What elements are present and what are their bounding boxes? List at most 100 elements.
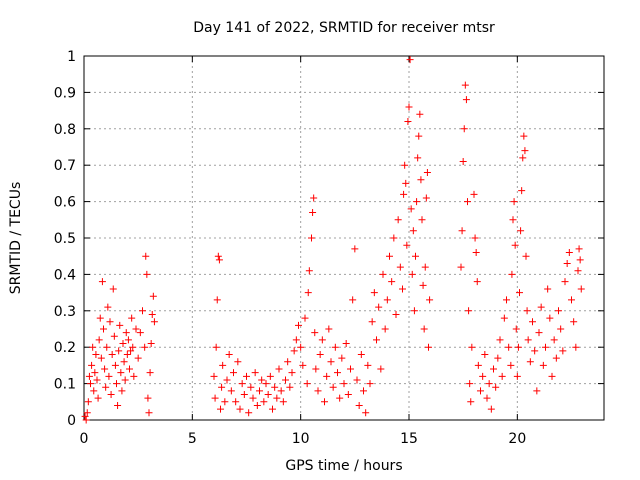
data-point xyxy=(238,380,246,388)
data-point xyxy=(471,234,479,242)
data-point xyxy=(521,147,529,155)
data-point xyxy=(312,365,320,373)
data-point xyxy=(245,409,253,417)
data-point xyxy=(347,365,354,373)
data-point xyxy=(544,285,552,293)
data-point xyxy=(364,361,372,369)
data-point xyxy=(227,387,235,395)
y-tick-label: 0.2 xyxy=(54,340,76,356)
data-point xyxy=(94,394,102,402)
data-point xyxy=(142,252,150,260)
data-point xyxy=(119,340,127,348)
data-point xyxy=(115,347,123,355)
data-point xyxy=(311,329,319,337)
data-point xyxy=(260,398,268,406)
data-point xyxy=(247,383,255,391)
y-tick-label: 0.8 xyxy=(54,122,76,138)
data-point xyxy=(459,158,467,166)
data-point xyxy=(258,376,266,384)
x-tick-label: 0 xyxy=(80,431,89,447)
chart-title: Day 141 of 2022, SRMTID for receiver mts… xyxy=(193,20,495,36)
x-axis-title: GPS time / hours xyxy=(285,458,402,474)
data-point xyxy=(353,376,361,384)
data-point xyxy=(288,369,296,377)
data-point xyxy=(516,289,523,297)
data-point xyxy=(517,227,525,235)
data-point xyxy=(457,263,465,271)
data-point xyxy=(402,179,410,187)
data-point xyxy=(552,354,560,362)
data-point xyxy=(509,216,517,224)
data-point xyxy=(128,314,136,322)
data-point xyxy=(421,263,429,271)
data-point xyxy=(232,398,240,406)
data-point xyxy=(225,350,233,358)
data-point xyxy=(221,398,229,406)
data-point xyxy=(304,289,312,297)
data-point xyxy=(546,314,554,322)
data-point xyxy=(462,96,470,104)
data-point xyxy=(253,401,261,409)
data-point xyxy=(410,307,418,315)
data-point xyxy=(413,198,421,206)
data-point xyxy=(277,387,285,395)
data-point xyxy=(107,391,115,399)
data-point xyxy=(124,336,132,344)
data-point xyxy=(111,361,119,369)
data-point xyxy=(406,56,414,64)
data-point xyxy=(496,336,504,344)
y-tick-label: 0.5 xyxy=(54,231,76,247)
data-point xyxy=(98,278,106,286)
data-point xyxy=(344,391,352,399)
data-point xyxy=(494,354,502,362)
y-tick-label: 0.1 xyxy=(54,377,76,393)
data-point xyxy=(370,289,378,297)
data-point xyxy=(143,270,151,278)
data-point xyxy=(533,387,541,395)
data-point xyxy=(408,270,416,278)
data-point xyxy=(425,343,432,351)
data-point xyxy=(243,372,250,380)
data-point xyxy=(264,391,272,399)
data-point xyxy=(522,252,530,260)
data-point xyxy=(368,318,376,326)
data-point xyxy=(301,314,309,322)
data-point xyxy=(401,161,409,169)
data-point xyxy=(126,365,133,373)
data-point xyxy=(117,369,125,377)
data-point xyxy=(230,369,237,377)
data-point xyxy=(96,314,104,322)
data-point xyxy=(377,365,385,373)
data-point xyxy=(129,343,137,351)
data-point xyxy=(479,372,487,380)
data-point xyxy=(505,343,513,351)
data-point xyxy=(523,307,531,315)
data-point xyxy=(299,361,307,369)
data-point xyxy=(362,409,370,417)
data-point xyxy=(383,296,391,304)
data-point xyxy=(210,372,218,380)
y-tick-label: 0.3 xyxy=(54,304,76,320)
data-point xyxy=(474,361,482,369)
data-point xyxy=(114,401,122,409)
data-point xyxy=(95,336,103,344)
data-point xyxy=(251,369,259,377)
data-point xyxy=(360,387,367,395)
data-point xyxy=(518,187,526,195)
data-point xyxy=(555,307,562,315)
data-point xyxy=(422,194,430,202)
data-point xyxy=(420,325,428,333)
data-point xyxy=(417,176,425,184)
data-point xyxy=(139,307,146,315)
data-point xyxy=(121,376,129,384)
data-point xyxy=(466,380,474,388)
data-point xyxy=(219,361,227,369)
data-point xyxy=(85,372,93,380)
data-point xyxy=(329,383,337,391)
data-point xyxy=(275,365,283,373)
data-point xyxy=(570,318,578,326)
x-tick-label: 10 xyxy=(292,431,310,447)
data-point xyxy=(531,347,539,355)
data-point xyxy=(122,329,130,337)
data-point xyxy=(379,270,387,278)
